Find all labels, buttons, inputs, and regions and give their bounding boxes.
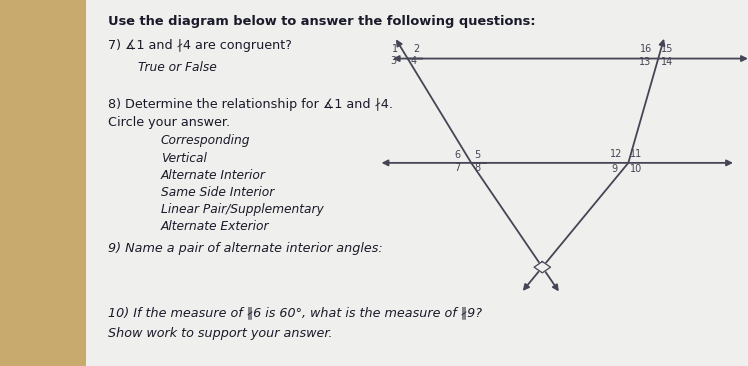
Text: Use the diagram below to answer the following questions:: Use the diagram below to answer the foll… [108,15,536,29]
Text: 2: 2 [413,44,419,54]
Text: Alternate Interior: Alternate Interior [161,169,266,182]
Text: Show work to support your answer.: Show work to support your answer. [108,326,333,340]
Text: Same Side Interior: Same Side Interior [161,186,274,199]
Text: 14: 14 [661,57,673,67]
Text: 6: 6 [455,150,461,160]
Text: Alternate Exterior: Alternate Exterior [161,220,269,234]
Text: 3: 3 [390,56,396,67]
Text: Linear Pair/Supplementary: Linear Pair/Supplementary [161,203,324,216]
Polygon shape [534,262,551,273]
Text: 10: 10 [631,164,643,174]
Text: True or False: True or False [138,61,217,74]
Text: 9) Name a pair of alternate interior angles:: 9) Name a pair of alternate interior ang… [108,242,383,255]
Text: 5: 5 [474,150,480,160]
Text: 15: 15 [661,44,673,55]
Text: 8) Determine the relationship for ∡1 and ∤4.: 8) Determine the relationship for ∡1 and… [108,98,393,111]
Text: 11: 11 [630,149,642,160]
Text: 13: 13 [639,57,651,67]
Text: 7) ∡1 and ∤4 are congruent?: 7) ∡1 and ∤4 are congruent? [108,39,292,52]
FancyBboxPatch shape [86,0,748,366]
Text: 4: 4 [411,56,417,67]
Text: Circle your answer.: Circle your answer. [108,116,230,129]
Text: 7: 7 [454,163,460,173]
Text: Corresponding: Corresponding [161,134,251,147]
Text: Vertical: Vertical [161,152,206,165]
Text: 16: 16 [640,44,652,55]
Text: 1: 1 [392,44,398,54]
Text: 8: 8 [474,163,480,173]
Text: 10) If the measure of ∦6 is 60°, what is the measure of ∦9?: 10) If the measure of ∦6 is 60°, what is… [108,306,482,320]
Text: 9: 9 [612,164,618,174]
Text: 12: 12 [610,149,622,160]
